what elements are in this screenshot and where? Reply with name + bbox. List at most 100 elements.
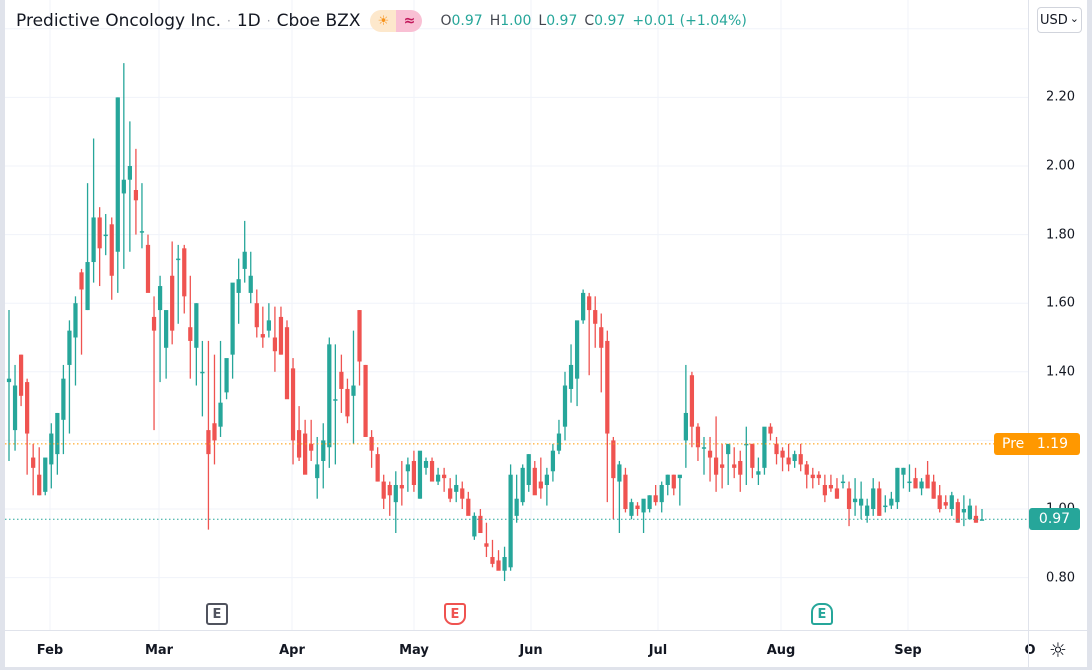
earnings-marker[interactable]: E [811,603,833,625]
candle-body [242,251,247,269]
candle-body [448,488,453,499]
high-value: H1.00 [490,13,532,29]
candle-body [556,433,562,451]
candle-body [387,484,392,496]
time-tick: Jul [648,643,668,658]
candle-body [490,557,495,564]
candle-body [919,481,924,489]
candle-body [133,190,139,201]
sun-icon[interactable]: ☀ [370,10,397,32]
interval[interactable]: 1D [236,11,261,31]
candle-body [750,443,755,468]
candle-body [961,509,966,513]
candle-body [877,488,882,516]
price-tick: 1.80 [1046,227,1075,243]
candle-body [12,385,18,431]
candle-body [695,426,701,448]
exchange: Cboe BZX [276,11,361,31]
candle-body [375,454,380,482]
candle-body [55,412,60,455]
candle-body [61,378,66,420]
candle-body [496,560,501,571]
candle-body [635,505,640,509]
candle-body [206,430,211,455]
candle-body [182,248,187,297]
candle-body [701,447,707,449]
candle-body [738,460,743,475]
candle-body [520,467,525,503]
separator: · [227,14,231,28]
close-number: 0.97 [594,13,626,29]
candle-body [176,258,181,261]
candle-body [943,502,948,506]
price-axis[interactable]: 2.202.001.801.601.401.000.80 [1028,0,1087,630]
currency-selector[interactable]: USD ⌄ [1037,7,1082,33]
candle-body [901,467,906,475]
candle-body [949,495,954,509]
candle-body [399,484,404,489]
candle-body [417,450,423,499]
candle-body [641,498,646,513]
candle-body [768,426,773,434]
candle-body [744,443,749,446]
candle-body [218,402,223,427]
open-label: O [440,13,452,29]
candle-body [91,217,96,263]
candle-body [423,460,429,468]
time-tick: Mar [144,643,174,658]
price-tick: 2.20 [1046,89,1075,105]
candle-body [164,310,169,348]
candle-body [369,436,374,451]
price-tick: 1.40 [1046,364,1075,380]
candle-body [859,498,864,506]
wave-icon[interactable]: ≈ [396,10,423,32]
candle-body [508,474,513,568]
candle-body [315,464,320,479]
candle-body [121,179,126,194]
candle-body [544,474,549,485]
chart-pane[interactable] [5,0,1028,630]
settings-corner[interactable]: ☼ [1028,630,1087,668]
candle-body [562,385,568,427]
time-tick: O [1024,643,1036,658]
candle-body [188,327,193,341]
time-tick: Feb [36,643,64,658]
candle-body [405,464,410,472]
candle-body [538,481,543,489]
candle-body [212,423,217,441]
candle-body [254,303,259,328]
candle-body [913,478,918,489]
symbol-name[interactable]: Predictive Oncology Inc. [16,11,222,31]
candle-body [889,498,894,506]
candle-body [429,460,435,482]
earnings-marker[interactable]: E [206,603,228,625]
candle-body [581,292,586,321]
candle-body [871,488,876,509]
price-tick: 0.80 [1046,570,1075,586]
candle-body [139,231,145,233]
earnings-marker[interactable]: E [444,603,466,625]
candle-body [617,464,622,482]
candle-body [351,385,356,396]
time-tick: Apr [279,643,305,658]
low-number: 0.97 [546,13,578,29]
high-label: H [489,13,501,29]
candle-body [780,450,785,458]
candle-body [79,272,84,290]
candlestick-chart[interactable] [5,0,1028,630]
candle-body [411,460,417,485]
session-badges[interactable]: ☀ ≈ [370,10,423,32]
time-axis[interactable]: Feb Mar Apr May Jun Jul Aug Sep O [5,630,1036,668]
candle-body [303,433,308,475]
candle-body [774,443,779,455]
candle-body [593,310,598,324]
last-price-value: 0.97 [1038,511,1071,528]
candle-body [31,457,36,468]
candle-body [677,474,682,479]
gear-icon[interactable]: ☼ [1049,637,1067,662]
separator: · [266,14,271,28]
candle-body [605,340,610,434]
candle-body [973,515,979,523]
candle-body [822,484,827,496]
candle-body [816,474,821,479]
